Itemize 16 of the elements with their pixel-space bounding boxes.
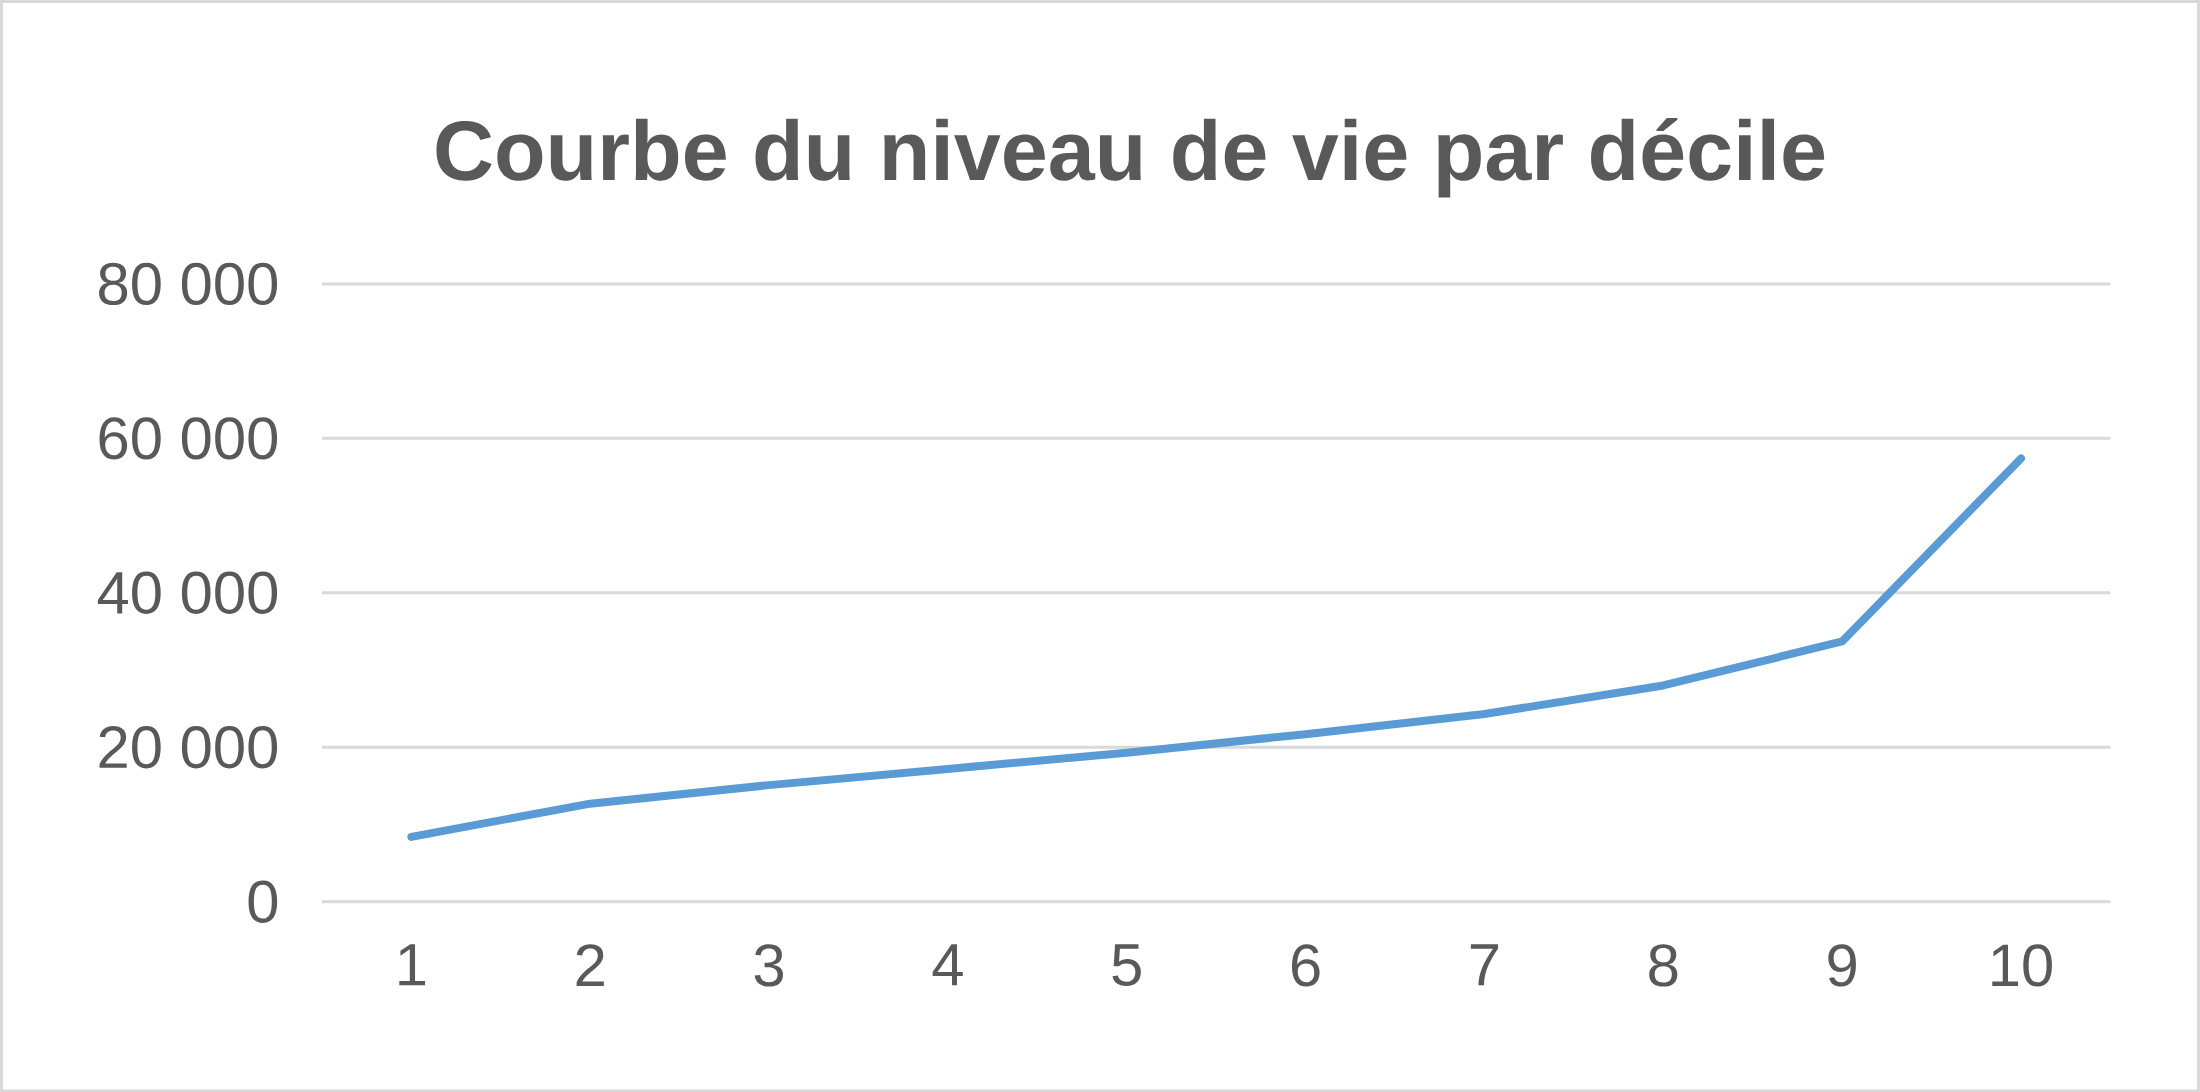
y-tick-label: 0 (248, 880, 278, 923)
x-tick-label: 7 (1470, 943, 1499, 986)
x-tick-label: 3 (754, 943, 784, 987)
x-tick-label: 8 (1649, 943, 1678, 987)
x-tick-label: 6 (1291, 943, 1320, 987)
y-tick-label: 80 000 (99, 262, 278, 305)
x-tick-label: 5 (1112, 943, 1141, 986)
x-tick-label: 4 (932, 943, 963, 986)
x-tick-label: 1 (399, 943, 426, 986)
y-tick-label: 20 000 (99, 725, 278, 769)
x-tick-label: 9 (1828, 943, 1856, 987)
chart-title: Courbe du niveau de vie par décile (436, 117, 1825, 198)
y-tick-label: 60 000 (99, 416, 278, 460)
x-tick-label: 10 (1992, 943, 2052, 987)
x-tick-label: 2 (576, 943, 604, 986)
y-tick-label: 40 000 (97, 571, 278, 614)
